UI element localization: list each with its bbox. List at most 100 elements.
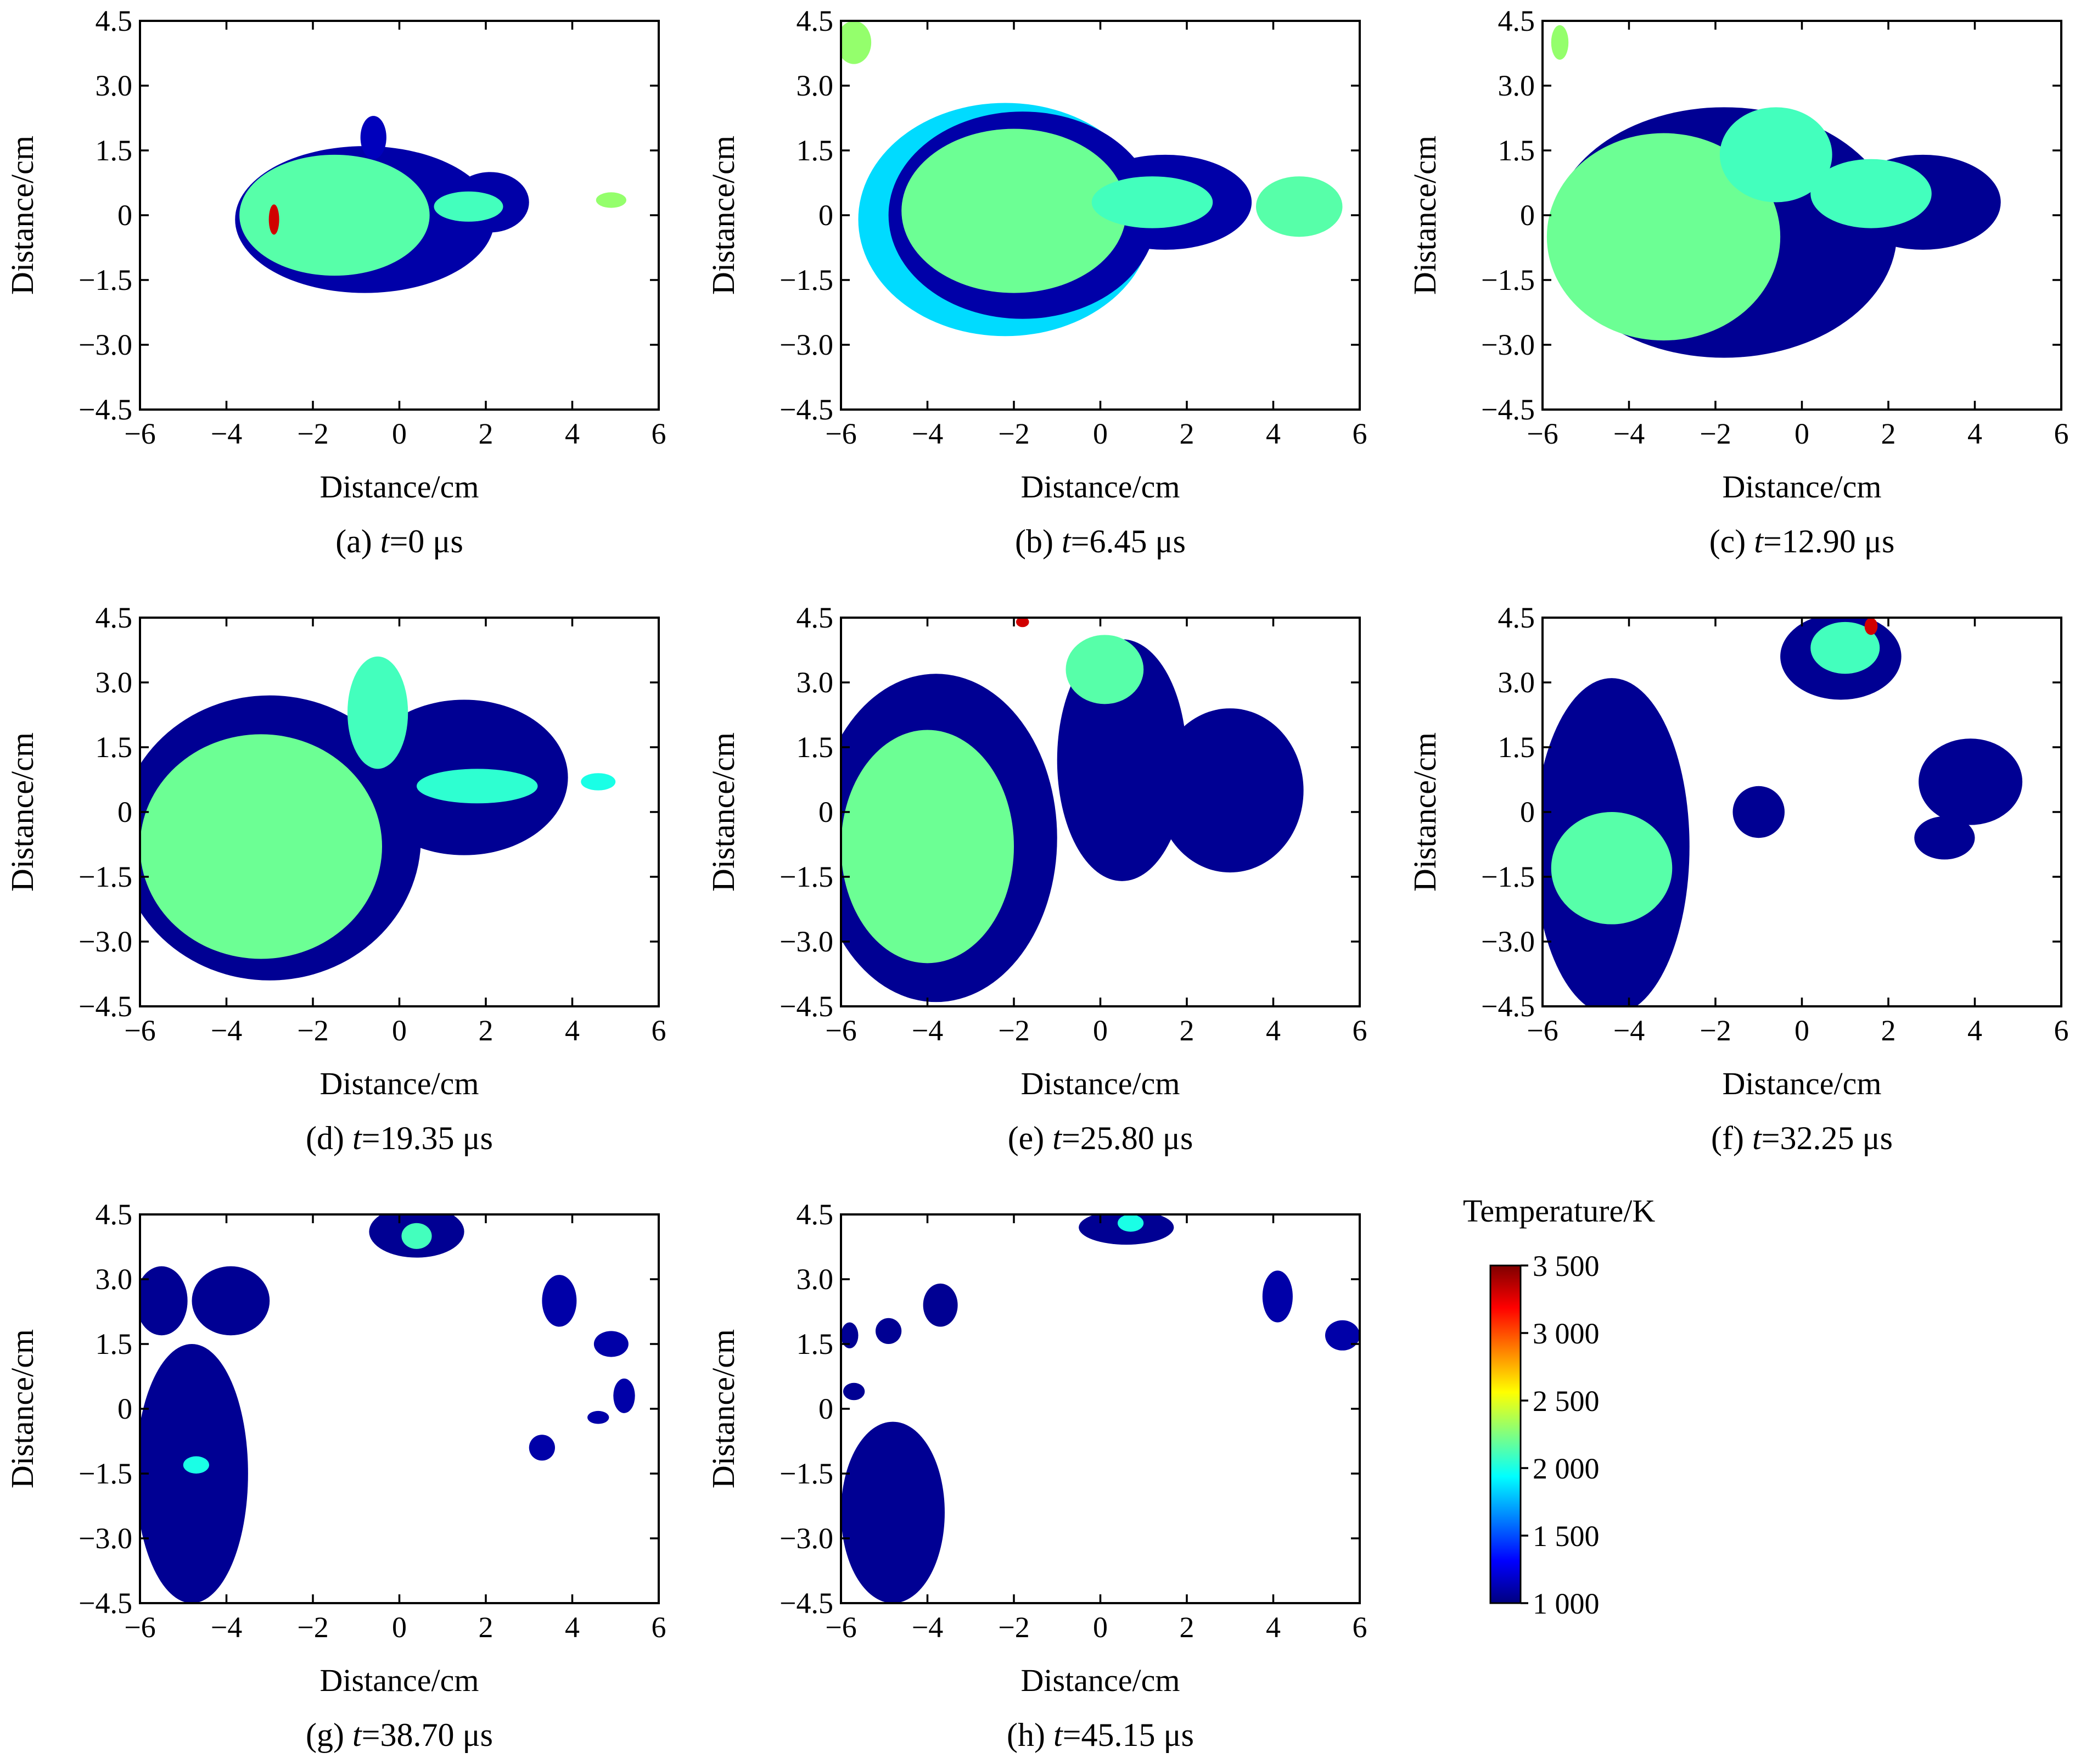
heat-region bbox=[1864, 618, 1878, 635]
x-tick-label: 4 bbox=[1266, 1611, 1281, 1644]
x-axis-label: Distance/cm bbox=[1723, 469, 1882, 505]
y-tick-label: −1.5 bbox=[1481, 264, 1535, 296]
y-tick-label: 0 bbox=[117, 199, 132, 232]
colorbar: Temperature/K 3 500 3 000 2 500 2 000 1 500 1… bbox=[1463, 1193, 1655, 1620]
x-tick-label: 6 bbox=[652, 1611, 666, 1644]
x-tick-label: −4 bbox=[211, 1611, 242, 1644]
panel-caption: (e) t=25.80 μs bbox=[1008, 1120, 1193, 1156]
y-tick-label: 4.5 bbox=[1498, 4, 1535, 37]
heat-region bbox=[192, 1266, 270, 1336]
panel-a: −6 −4 −2 0 2 4 6 −4.5 −3.0 −1.5 0 1.5 3.0 4.5 Distance… bbox=[4, 4, 666, 559]
y-tick-label: −1.5 bbox=[1481, 860, 1535, 893]
y-tick-label: −1.5 bbox=[779, 264, 833, 296]
x-tick-label: 6 bbox=[1353, 417, 1367, 450]
x-tick-label: 2 bbox=[479, 1014, 493, 1047]
x-tick-label: −2 bbox=[297, 1611, 328, 1644]
heat-region bbox=[401, 1223, 432, 1249]
x-tick-label: 4 bbox=[565, 1611, 580, 1644]
heat-region bbox=[183, 1456, 209, 1474]
y-axis-label: Distance/cm bbox=[4, 732, 40, 892]
y-tick-label: 1.5 bbox=[1498, 731, 1535, 764]
y-tick-label: −3.0 bbox=[78, 328, 132, 361]
y-tick-label: −1.5 bbox=[779, 1457, 833, 1490]
heat-region bbox=[1719, 107, 1832, 203]
x-tick-label: 2 bbox=[479, 417, 493, 450]
colorbar-tick-label: 1 500 bbox=[1533, 1520, 1600, 1553]
x-axis-label: Distance/cm bbox=[1021, 1066, 1180, 1101]
heat-region bbox=[1325, 1320, 1360, 1351]
y-tick-label: 4.5 bbox=[797, 601, 834, 634]
caption-time-value: =6.45 μs bbox=[1071, 523, 1186, 559]
y-tick-label: 3.0 bbox=[797, 666, 834, 699]
heat-region bbox=[581, 773, 616, 791]
y-tick-label: 3.0 bbox=[797, 1263, 834, 1296]
x-tick-label: −2 bbox=[297, 1014, 328, 1047]
y-tick-label: 4.5 bbox=[1498, 601, 1535, 634]
panel-d: −6 −4 −2 0 2 4 6 −4.5 −3.0 −1.5 0 1.5 3.0 4.5 Distance… bbox=[4, 601, 666, 1156]
heat-region bbox=[434, 191, 503, 222]
caption-time-value: =25.80 μs bbox=[1062, 1120, 1193, 1156]
x-tick-label: −6 bbox=[1527, 1014, 1558, 1047]
x-tick-label: 2 bbox=[1180, 1611, 1194, 1644]
heat-region bbox=[1914, 816, 1975, 860]
y-axis-label: Distance/cm bbox=[4, 136, 40, 295]
caption-prefix: (c) bbox=[1709, 523, 1754, 559]
panel-caption: (h) t=45.15 μs bbox=[1007, 1717, 1194, 1753]
heat-regions bbox=[1543, 618, 2023, 1006]
x-tick-label: −6 bbox=[124, 1014, 155, 1047]
y-tick-label: −4.5 bbox=[1481, 990, 1535, 1023]
x-tick-label: 2 bbox=[479, 1611, 493, 1644]
y-tick-label: 1.5 bbox=[96, 1328, 133, 1360]
colorbar-ticks: 3 500 3 000 2 500 2 000 1 500 1 000 bbox=[1521, 1250, 1600, 1620]
heat-region bbox=[1118, 1214, 1144, 1232]
heat-regions bbox=[841, 21, 1343, 337]
y-axis-label: Distance/cm bbox=[1407, 136, 1443, 295]
heat-region bbox=[1256, 176, 1343, 237]
y-tick-label: −3.0 bbox=[779, 328, 833, 361]
y-tick-label: 3.0 bbox=[797, 69, 834, 102]
y-tick-label: 4.5 bbox=[96, 1198, 133, 1231]
heat-region bbox=[1551, 25, 1569, 60]
heat-region bbox=[360, 116, 386, 159]
x-tick-label: 0 bbox=[1093, 1611, 1108, 1644]
y-tick-label: 0 bbox=[1520, 199, 1535, 232]
y-tick-label: 0 bbox=[1520, 796, 1535, 828]
heat-region bbox=[1546, 133, 1781, 341]
y-tick-label: −1.5 bbox=[78, 1457, 132, 1490]
y-tick-label: 3.0 bbox=[96, 1263, 133, 1296]
y-tick-label: −4.5 bbox=[78, 1587, 132, 1620]
x-tick-label: −4 bbox=[211, 417, 242, 450]
x-tick-label: 2 bbox=[1180, 1014, 1194, 1047]
panel-caption: (b) t=6.45 μs bbox=[1015, 523, 1186, 559]
heat-region bbox=[529, 1435, 555, 1461]
caption-time-symbol: t bbox=[1052, 1120, 1062, 1156]
x-tick-label: −2 bbox=[998, 1611, 1029, 1644]
heat-regions bbox=[1546, 25, 2001, 358]
y-tick-label: −4.5 bbox=[779, 1587, 833, 1620]
heat-region bbox=[268, 204, 279, 235]
heat-regions bbox=[140, 656, 616, 981]
panel-caption: (c) t=12.90 μs bbox=[1709, 523, 1895, 559]
x-tick-label: 0 bbox=[1093, 417, 1108, 450]
panel-f: −6 −4 −2 0 2 4 6 −4.5 −3.0 −1.5 0 1.5 3.0 4.5 Distance… bbox=[1407, 601, 2069, 1156]
caption-prefix: (f) bbox=[1711, 1120, 1752, 1156]
caption-time-symbol: t bbox=[1053, 1717, 1063, 1753]
y-tick-label: 1.5 bbox=[797, 1328, 834, 1360]
y-tick-label: −4.5 bbox=[779, 393, 833, 426]
heat-region bbox=[1262, 1270, 1293, 1323]
colorbar-gradient bbox=[1489, 1264, 1522, 1604]
x-tick-label: 2 bbox=[1881, 417, 1896, 450]
x-tick-label: 4 bbox=[1967, 417, 1982, 450]
heat-region bbox=[593, 1331, 629, 1357]
x-tick-label: 6 bbox=[652, 417, 666, 450]
x-tick-label: 4 bbox=[565, 1014, 580, 1047]
x-tick-label: 2 bbox=[1180, 417, 1194, 450]
x-axis-label: Distance/cm bbox=[320, 1662, 479, 1698]
heat-regions bbox=[140, 1214, 635, 1603]
caption-time-value: =45.15 μs bbox=[1063, 1717, 1194, 1753]
y-tick-label: 3.0 bbox=[96, 69, 133, 102]
x-tick-label: −4 bbox=[1613, 1014, 1645, 1047]
caption-time-value: =12.90 μs bbox=[1763, 523, 1894, 559]
y-tick-label: −1.5 bbox=[779, 860, 833, 893]
